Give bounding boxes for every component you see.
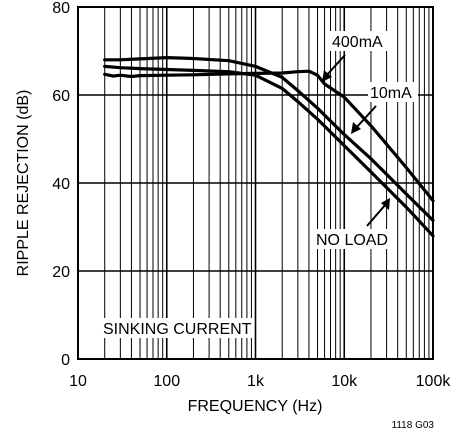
label-10ma-bg: [368, 82, 418, 102]
x-tick-label: 10k: [331, 373, 358, 390]
x-tick-label: 100k: [416, 373, 452, 390]
annotation-sinking-current: SINKING CURRENT: [103, 321, 252, 338]
series-line-400ma: [103, 69, 435, 203]
y-tick-label: 40: [52, 176, 70, 193]
x-tick-label: 10: [69, 373, 87, 390]
x-tick-label: 100: [153, 373, 180, 390]
curves: [103, 55, 435, 238]
series-label-10ma: 10mA: [370, 85, 412, 102]
x-tick-label: 1k: [247, 373, 265, 390]
y-tick-label: 0: [61, 352, 70, 369]
figure-code: 1118 G03: [392, 420, 435, 431]
tick-labels: 10 100 1k 10k 100k 0 20 40 60 80: [52, 0, 451, 390]
plot-frame: [77, 6, 434, 360]
y-axis-label: RIPPLE REJECTION (dB): [15, 90, 32, 277]
label-noload-bg: [314, 229, 392, 249]
label-400ma-bg: [330, 31, 388, 51]
arrow-400ma: [322, 54, 346, 82]
y-tick-label: 60: [52, 88, 70, 105]
series-line-no-load: [103, 64, 435, 238]
annotation-bg: [100, 318, 252, 338]
series-label-no-load: NO LOAD: [316, 232, 388, 249]
x-axis-label: FREQUENCY (Hz): [188, 398, 323, 415]
y-tick-label: 20: [52, 264, 70, 281]
y-tick-label: 80: [52, 0, 70, 17]
series-label-400ma: 400mA: [332, 34, 383, 51]
arrow-10ma: [351, 105, 377, 134]
arrow-no-load: [366, 198, 390, 227]
